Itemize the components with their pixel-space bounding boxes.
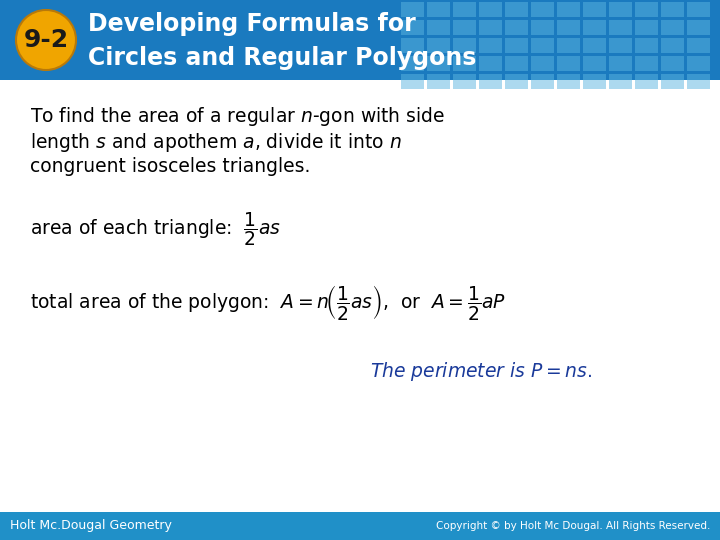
Bar xyxy=(505,20,528,35)
Bar xyxy=(0,512,720,540)
Bar xyxy=(427,56,450,71)
Bar xyxy=(583,20,606,35)
Bar xyxy=(453,74,476,89)
Bar xyxy=(427,38,450,53)
Bar xyxy=(635,56,658,71)
Bar xyxy=(401,74,424,89)
Bar xyxy=(583,74,606,89)
Bar xyxy=(609,20,632,35)
Bar xyxy=(0,0,720,80)
Text: congruent isosceles triangles.: congruent isosceles triangles. xyxy=(30,157,310,176)
Bar xyxy=(531,38,554,53)
Bar xyxy=(687,20,710,35)
Bar xyxy=(557,74,580,89)
Bar xyxy=(505,2,528,17)
Bar xyxy=(687,56,710,71)
Bar xyxy=(609,74,632,89)
Bar xyxy=(505,74,528,89)
Bar xyxy=(661,2,684,17)
Text: To find the area of a regular $n$-gon with side: To find the area of a regular $n$-gon wi… xyxy=(30,105,445,128)
Bar xyxy=(505,56,528,71)
Bar xyxy=(661,74,684,89)
Bar xyxy=(609,2,632,17)
Bar xyxy=(401,56,424,71)
Bar xyxy=(583,2,606,17)
Bar xyxy=(427,20,450,35)
Bar xyxy=(687,74,710,89)
Bar xyxy=(557,2,580,17)
Bar xyxy=(479,38,502,53)
Bar xyxy=(453,38,476,53)
Bar xyxy=(427,2,450,17)
Bar xyxy=(687,2,710,17)
Bar xyxy=(531,20,554,35)
Bar xyxy=(479,20,502,35)
Bar xyxy=(453,56,476,71)
Bar xyxy=(661,20,684,35)
Text: Developing Formulas for: Developing Formulas for xyxy=(88,12,415,36)
Bar xyxy=(401,38,424,53)
Text: Holt Mc.Dougal Geometry: Holt Mc.Dougal Geometry xyxy=(10,519,172,532)
Bar xyxy=(453,2,476,17)
Bar xyxy=(479,2,502,17)
Bar xyxy=(609,56,632,71)
Text: The perimeter is $P = ns.$: The perimeter is $P = ns.$ xyxy=(370,360,593,383)
Text: area of each triangle:  $\dfrac{1}{2}as$: area of each triangle: $\dfrac{1}{2}as$ xyxy=(30,210,281,248)
Text: length $s$ and apothem $a$, divide it into $n$: length $s$ and apothem $a$, divide it in… xyxy=(30,131,402,154)
Bar xyxy=(661,56,684,71)
Bar xyxy=(583,38,606,53)
Bar xyxy=(635,2,658,17)
Bar xyxy=(609,38,632,53)
Bar xyxy=(635,38,658,53)
Bar xyxy=(557,56,580,71)
Bar xyxy=(479,74,502,89)
Bar xyxy=(557,38,580,53)
Text: total area of the polygon:  $A = n\!\left(\dfrac{1}{2}as\right)$,  or  $A = \dfr: total area of the polygon: $A = n\!\left… xyxy=(30,283,506,322)
Bar xyxy=(453,20,476,35)
Circle shape xyxy=(16,10,76,70)
Bar xyxy=(427,74,450,89)
Bar xyxy=(479,56,502,71)
Bar xyxy=(505,38,528,53)
Text: 9-2: 9-2 xyxy=(24,28,68,52)
Bar xyxy=(401,2,424,17)
Bar xyxy=(531,56,554,71)
Bar xyxy=(635,20,658,35)
Bar xyxy=(531,2,554,17)
Bar xyxy=(635,74,658,89)
Bar xyxy=(687,38,710,53)
Bar xyxy=(583,56,606,71)
Text: Circles and Regular Polygons: Circles and Regular Polygons xyxy=(88,46,477,70)
Text: Copyright © by Holt Mc Dougal. All Rights Reserved.: Copyright © by Holt Mc Dougal. All Right… xyxy=(436,521,710,531)
Bar xyxy=(557,20,580,35)
Bar xyxy=(661,38,684,53)
Bar xyxy=(401,20,424,35)
Bar xyxy=(531,74,554,89)
